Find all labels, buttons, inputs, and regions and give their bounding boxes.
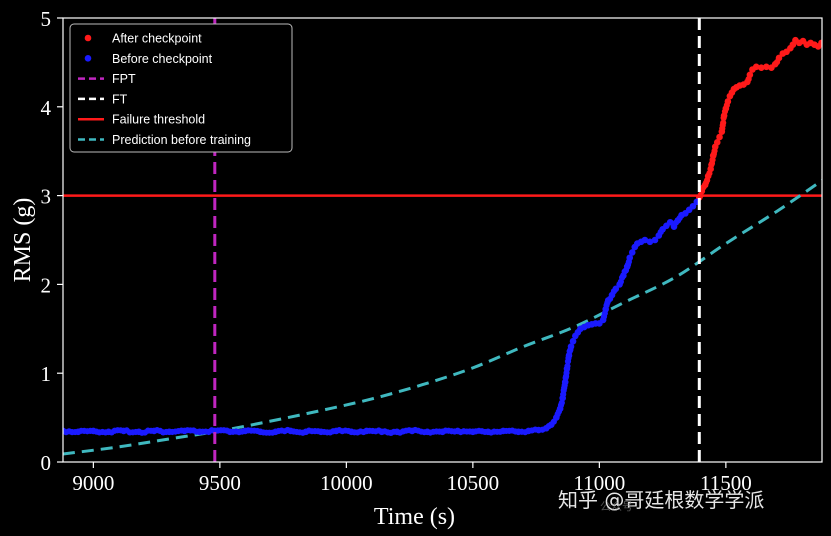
data-point <box>752 63 760 71</box>
plot-area <box>63 18 822 462</box>
legend-box <box>69 23 293 153</box>
legend: After checkpoint Before checkpoint FPT FT Fa… <box>69 23 293 153</box>
watermark: 知乎 @哥廷根数学学派 公众号 <box>558 488 764 513</box>
data-point <box>689 202 697 210</box>
data-point <box>651 236 659 244</box>
y-tick-label: 5 <box>41 7 52 31</box>
x-tick-label: 10500 <box>447 471 500 495</box>
y-axis-label: RMS (g) <box>10 198 36 283</box>
legend-item: FPT <box>112 72 136 86</box>
data-point <box>763 63 770 71</box>
data-point <box>626 254 634 262</box>
legend-item: Before checkpoint <box>112 52 213 66</box>
legend-swatch-marker <box>84 34 92 42</box>
data-point <box>666 218 674 226</box>
prediction-curve <box>63 179 822 456</box>
data-point <box>646 238 654 246</box>
data-point <box>628 249 636 256</box>
watermark-text: 知乎 @哥廷根数学学派 <box>558 488 764 512</box>
legend-item: Prediction before training <box>112 133 251 147</box>
data-point <box>757 64 765 72</box>
legend-item: Failure threshold <box>112 113 205 127</box>
data-point <box>720 119 727 126</box>
x-tick-label: 9000 <box>72 471 114 495</box>
y-tick-label: 0 <box>41 451 52 475</box>
data-point <box>713 139 721 146</box>
after-checkpoint-series <box>695 36 822 201</box>
before-checkpoint-series <box>63 198 701 436</box>
x-tick-label: 9500 <box>199 471 241 495</box>
axes: 9000 9500 10000 10500 11000 11500 0 1 2 3 4 5 Time (… <box>10 7 823 530</box>
legend-item: After checkpoint <box>112 32 202 46</box>
x-axis-label: Time (s) <box>374 504 455 530</box>
data-point <box>564 362 571 370</box>
data-point <box>641 236 649 244</box>
y-tick-label: 3 <box>41 185 52 209</box>
legend-swatch-marker <box>84 55 92 62</box>
x-tick-label: 11500 <box>700 471 752 495</box>
data-point <box>746 71 754 79</box>
data-point <box>567 343 575 350</box>
x-tick-label: 11000 <box>573 471 625 495</box>
plot-frame <box>62 17 823 463</box>
data-point <box>818 39 822 47</box>
data-point <box>569 337 577 345</box>
y-tick-label: 1 <box>41 362 52 386</box>
y-tick-label: 2 <box>41 273 52 297</box>
legend-item: FT <box>112 92 128 106</box>
data-point <box>724 98 732 105</box>
data-point <box>612 285 620 293</box>
data-point <box>775 54 783 62</box>
x-tick-label: 10000 <box>320 471 373 495</box>
plot-marks <box>63 18 822 462</box>
y-tick-label: 4 <box>41 96 52 120</box>
watermark-subtext: 公众号 <box>600 500 633 513</box>
data-point <box>716 133 723 141</box>
